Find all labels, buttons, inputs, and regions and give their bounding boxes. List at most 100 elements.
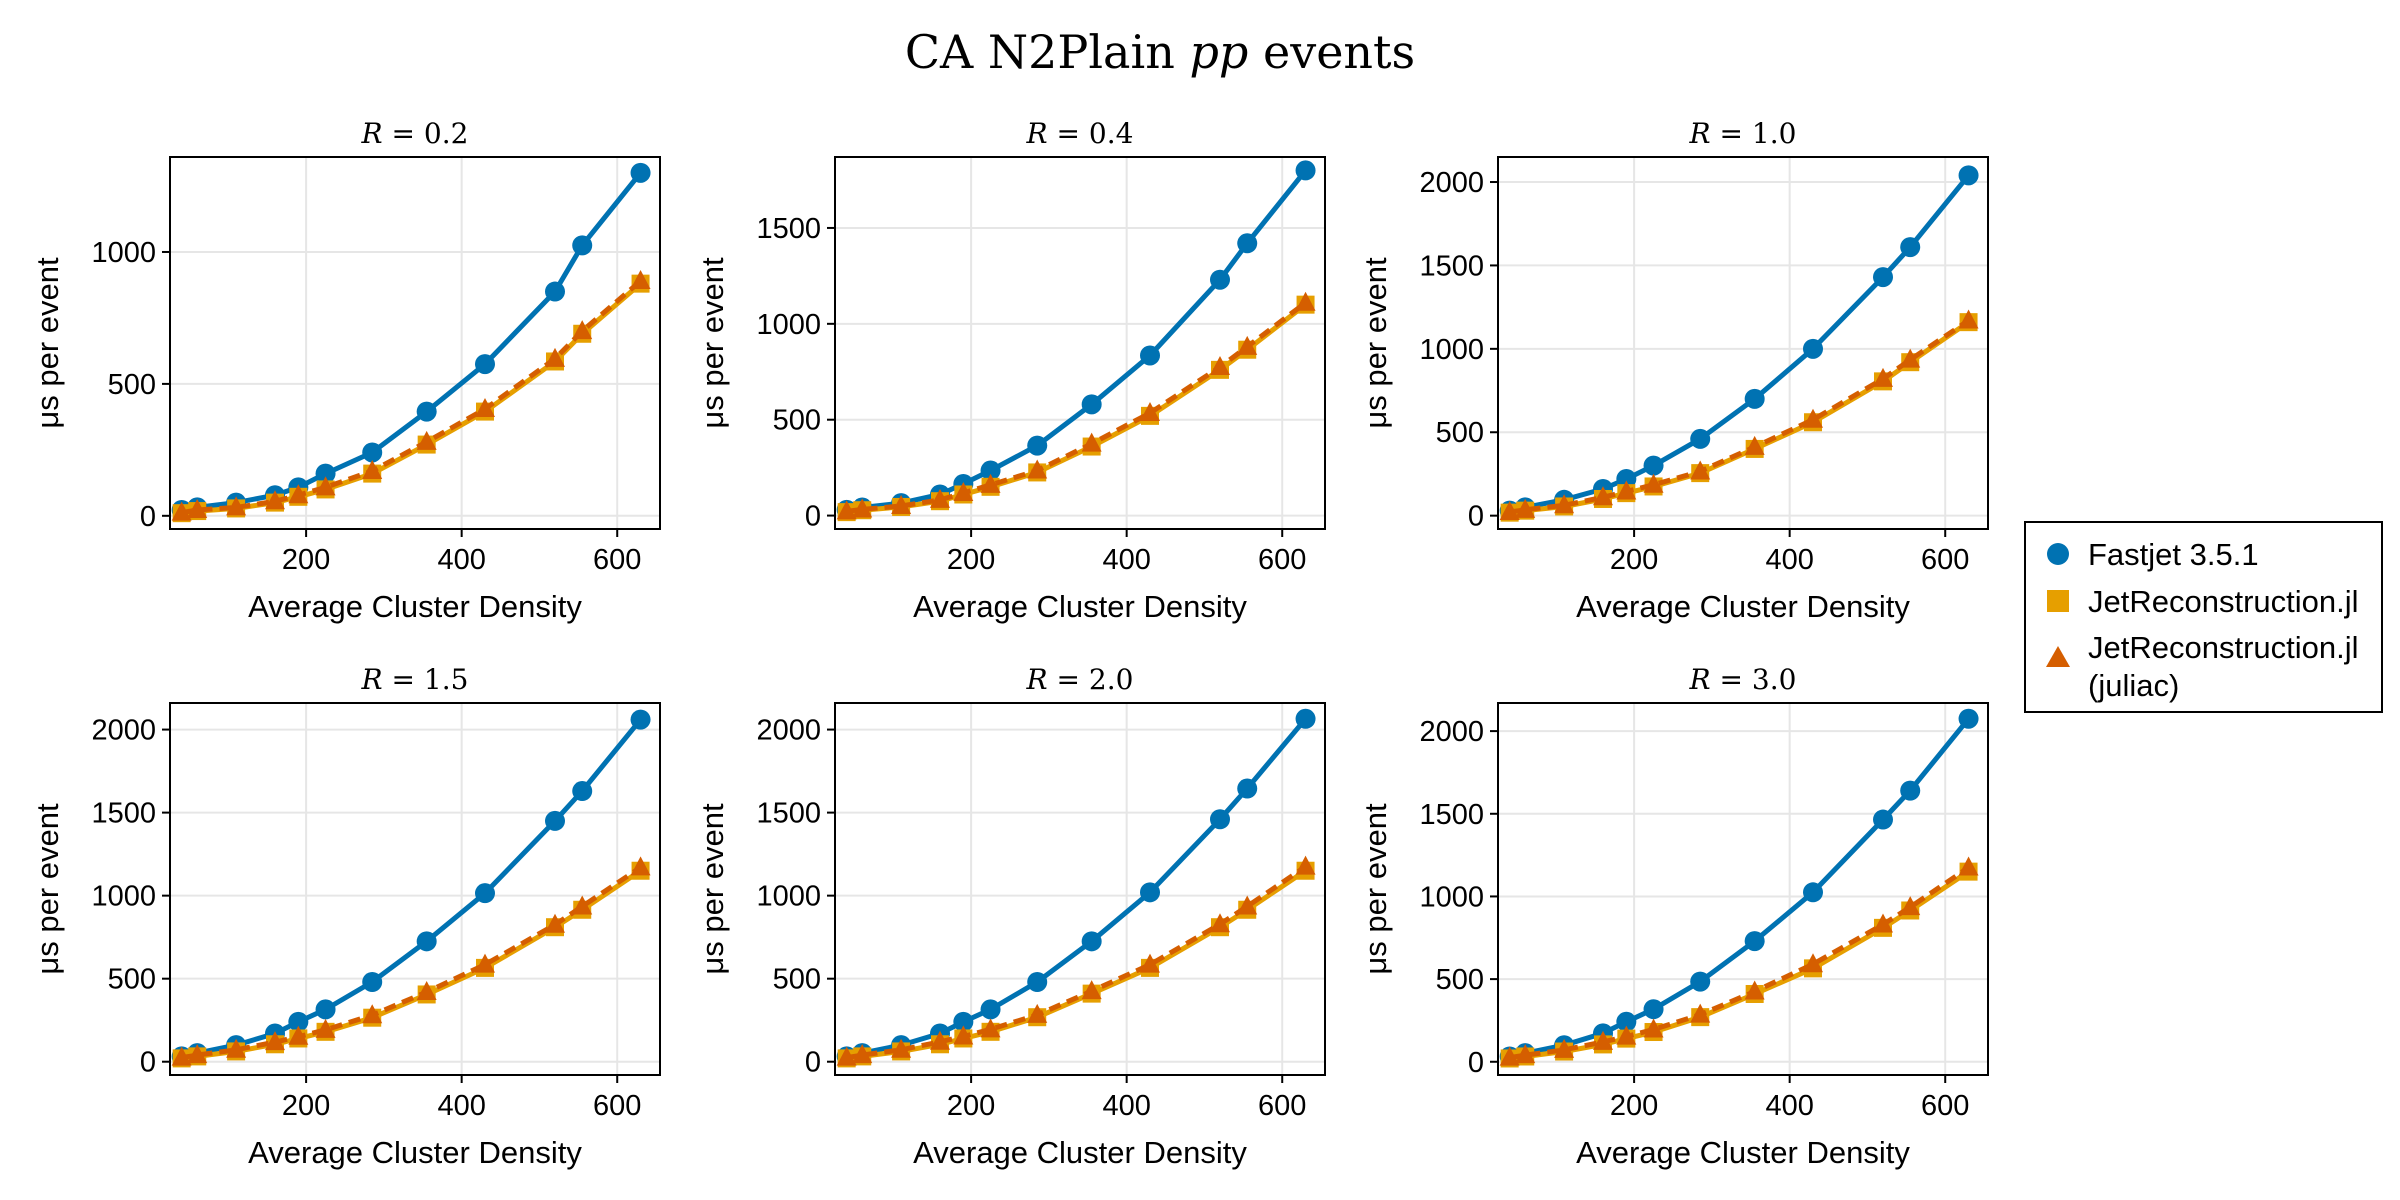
data-point-juliac <box>930 488 950 508</box>
data-point-fastjet <box>416 401 437 422</box>
data-point-fastjet <box>1744 931 1765 952</box>
data-point-juliac <box>1593 486 1613 506</box>
plot-frame <box>1497 156 1989 530</box>
panel-title: R = 1.0 <box>1689 117 1797 150</box>
data-point-juliac <box>836 1046 857 1066</box>
plot-frame <box>1497 702 1989 1076</box>
legend-marker-fastjet <box>2047 543 2069 565</box>
data-point-juliac <box>475 397 495 417</box>
series-line-fastjet <box>846 717 1308 1059</box>
data-point-juliac <box>953 481 974 501</box>
figure-title: CA N2Plain pp events <box>905 25 1415 79</box>
plot-frame <box>834 702 1326 1076</box>
legend: Fastjet 3.5.1 JetReconstruction.jl JetRe… <box>2024 521 2383 713</box>
data-point-fastjet <box>1295 160 1316 181</box>
data-point-juliac <box>416 430 437 450</box>
data-point-juliac <box>226 1038 247 1058</box>
data-point-fastjet <box>475 354 495 375</box>
y-axis-label: μs per event <box>1358 257 1393 429</box>
x-tick-label: 200 <box>1610 544 1658 576</box>
data-point-juliac <box>1803 408 1823 428</box>
x-tick-label: 600 <box>1258 1090 1306 1122</box>
data-point-juliac <box>171 501 192 521</box>
data-point-juliac <box>362 1004 383 1024</box>
panel-2: R = 0.4 200 400 600 0 500 1000 1500 Average Clus… <box>695 117 1326 624</box>
data-point-juliac <box>265 490 285 510</box>
series-line-juliac <box>1509 865 1971 1061</box>
y-tick-label: 1000 <box>1419 334 1484 366</box>
data-point-juliac <box>1643 1018 1664 1038</box>
series-line-fastjet <box>181 718 643 1059</box>
x-tick-label: 600 <box>1921 1090 1969 1122</box>
data-point-fastjet <box>1643 455 1664 476</box>
y-tick-label: 2000 <box>756 715 821 747</box>
legend-label-juliac: JetReconstruction.jl <box>2088 630 2359 665</box>
data-point-juliac <box>1958 856 1979 876</box>
data-point-fastjet <box>1140 345 1160 366</box>
data-point-juliac <box>1081 432 1102 452</box>
data-point-fastjet <box>1958 165 1979 186</box>
data-point-juliac <box>288 1025 309 1045</box>
data-point-juliac <box>1295 855 1316 875</box>
data-point-juliac <box>1237 335 1258 355</box>
y-tick-label: 2000 <box>91 715 156 747</box>
data-point-juliac <box>836 500 857 520</box>
data-point-juliac <box>187 499 208 519</box>
legend-marker-jetreconstruction <box>2047 590 2069 612</box>
y-tick-label: 1000 <box>756 309 821 341</box>
y-tick-label: 0 <box>140 1047 156 1079</box>
x-axis-label: Average Cluster Density <box>248 1135 582 1170</box>
y-axis-label: μs per event <box>30 257 65 429</box>
data-point-juliac <box>1140 953 1160 973</box>
data-point-juliac <box>1140 401 1160 421</box>
data-point-fastjet <box>475 883 495 904</box>
data-point-fastjet <box>1690 428 1711 449</box>
series-line-juliac <box>1509 318 1970 515</box>
data-point-fastjet <box>1873 809 1893 830</box>
data-point-juliac <box>1873 913 1893 933</box>
x-tick-label: 600 <box>1258 544 1306 576</box>
data-point-juliac <box>930 1030 950 1050</box>
y-tick-label: 1500 <box>91 798 156 830</box>
legend-label-jetreconstruction: JetReconstruction.jl <box>2088 584 2359 619</box>
y-tick-label: 1500 <box>1419 799 1484 831</box>
data-point-fastjet <box>1900 780 1921 801</box>
data-point-fastjet <box>1027 435 1048 456</box>
x-axis-label: Average Cluster Density <box>913 589 1247 624</box>
data-point-fastjet <box>1210 269 1230 290</box>
data-point-fastjet <box>545 281 565 302</box>
data-point-juliac <box>265 1031 285 1051</box>
data-point-juliac <box>1616 480 1637 500</box>
y-axis-label: μs per event <box>1358 803 1393 975</box>
y-axis-label: μs per event <box>30 803 65 975</box>
data-point-fastjet <box>1081 931 1102 952</box>
data-point-juliac <box>1554 494 1575 514</box>
y-tick-label: 500 <box>773 964 821 996</box>
data-point-juliac <box>980 1018 1001 1038</box>
panel-title: R = 0.4 <box>1026 117 1134 150</box>
data-point-fastjet <box>1210 809 1230 830</box>
data-point-juliac <box>1958 309 1979 329</box>
y-tick-label: 500 <box>108 369 156 401</box>
x-tick-label: 400 <box>1765 1090 1813 1122</box>
x-tick-label: 200 <box>947 544 995 576</box>
data-point-fastjet <box>1803 882 1823 903</box>
series-line-jetreconstruction <box>846 302 1308 515</box>
x-axis-label: Average Cluster Density <box>1576 1135 1910 1170</box>
data-point-juliac <box>852 498 873 518</box>
legend-label-juliac-line2: (juliac) <box>2088 668 2179 703</box>
data-point-juliac <box>1499 500 1520 520</box>
y-tick-label: 500 <box>1436 964 1484 996</box>
data-point-juliac <box>953 1025 974 1045</box>
data-point-juliac <box>1081 980 1102 1000</box>
data-point-fastjet <box>1690 971 1711 992</box>
data-point-juliac <box>1027 459 1048 479</box>
data-point-juliac <box>1744 980 1765 1000</box>
data-point-fastjet <box>1958 708 1979 729</box>
data-point-juliac <box>1499 1046 1520 1066</box>
y-tick-label: 0 <box>805 501 821 533</box>
series-line-jetreconstruction <box>181 868 642 1061</box>
data-point-juliac <box>226 496 247 516</box>
data-point-juliac <box>572 320 593 340</box>
data-point-fastjet <box>315 463 336 484</box>
